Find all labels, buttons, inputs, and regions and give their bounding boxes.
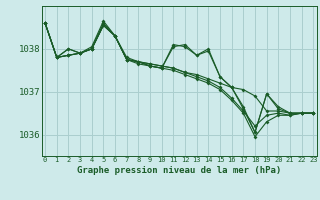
X-axis label: Graphe pression niveau de la mer (hPa): Graphe pression niveau de la mer (hPa) <box>77 166 281 175</box>
